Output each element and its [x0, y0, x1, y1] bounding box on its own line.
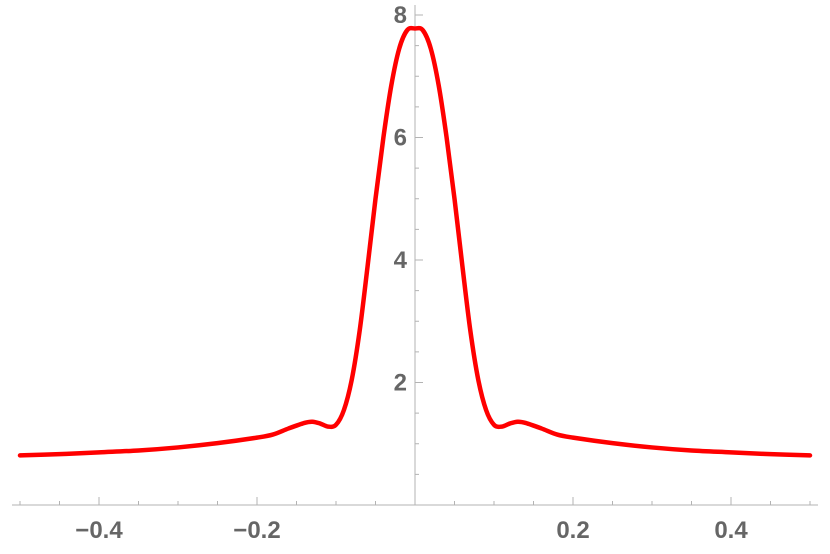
axes [12, 5, 818, 506]
y-tick-label: 4 [394, 247, 408, 274]
x-ticks: −0.4 −0.2 0.2 0.4 [75, 517, 748, 544]
y-tick-label: 8 [394, 2, 407, 29]
x-tick-label: −0.4 [75, 517, 123, 544]
x-tick-label: 0.4 [714, 517, 748, 544]
x-tick-label: 0.2 [556, 517, 589, 544]
y-minor-ticks [415, 14, 423, 475]
y-ticks: 2 4 6 8 [394, 2, 408, 397]
series-group [17, 25, 813, 458]
x-tick-label: −0.2 [233, 517, 280, 544]
series-line [17, 25, 813, 458]
y-tick-label: 2 [394, 370, 407, 397]
y-tick-label: 6 [394, 125, 407, 152]
x-minor-ticks [19, 497, 811, 505]
